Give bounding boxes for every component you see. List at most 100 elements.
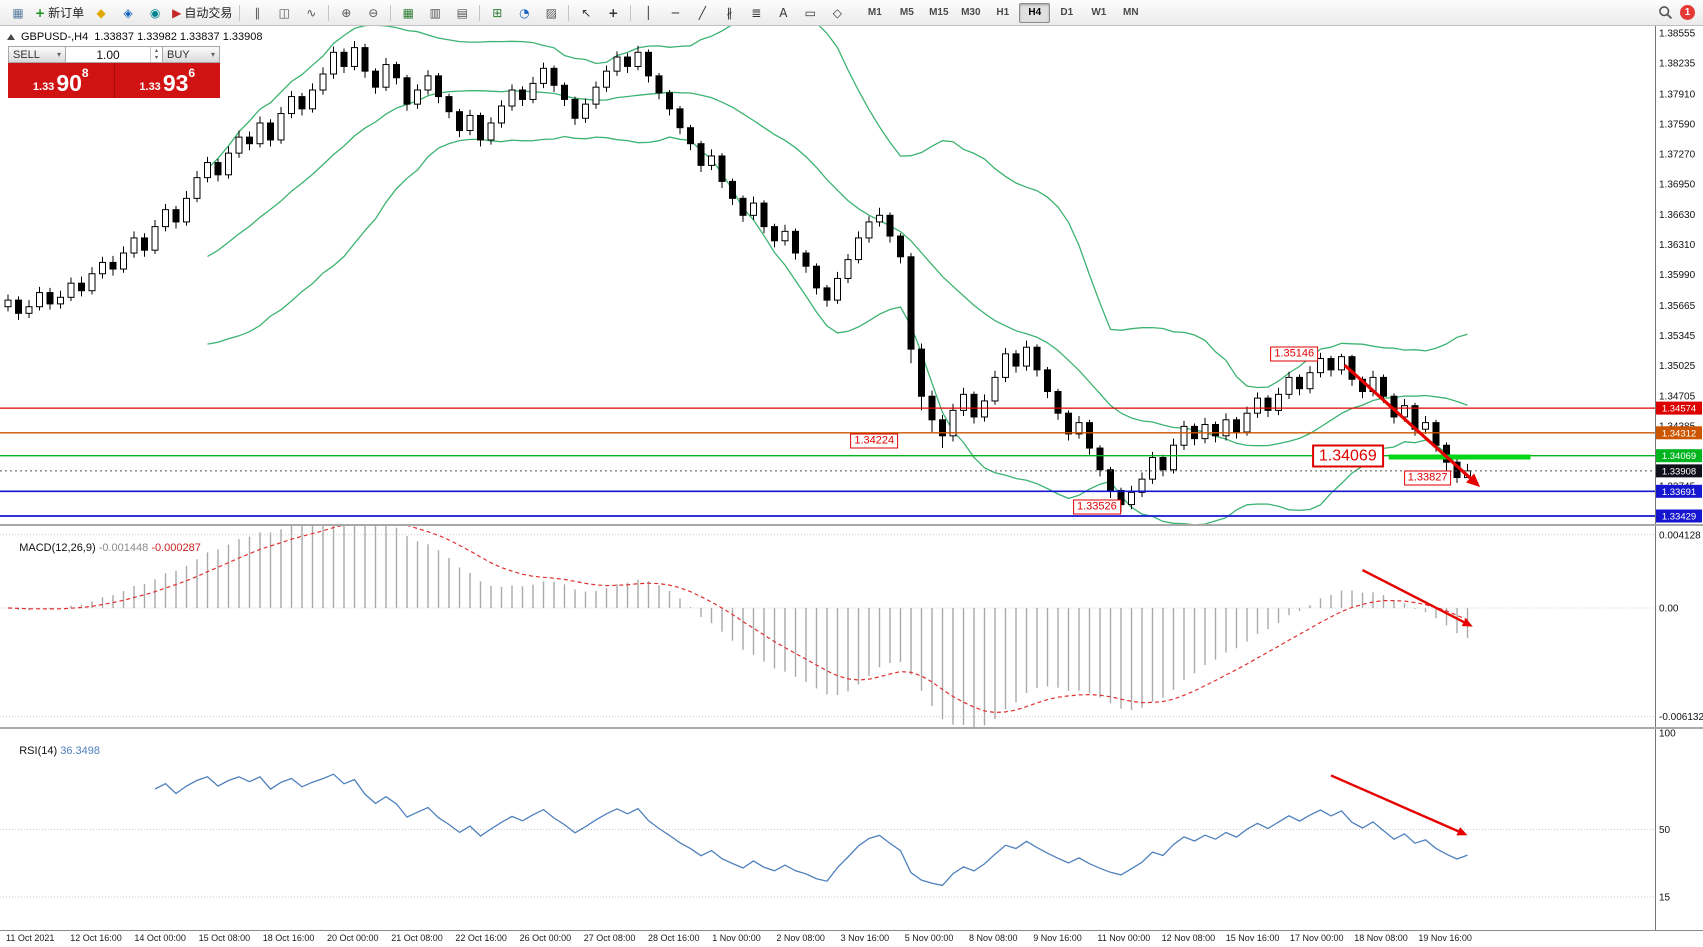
candle [1002, 353, 1009, 378]
candle [172, 209, 180, 223]
panel-separator[interactable] [0, 727, 1703, 729]
market-watch-icon-button[interactable]: ◆ [88, 3, 114, 23]
candle [67, 282, 75, 298]
indicators-icon-button[interactable]: ⊞ [484, 3, 510, 23]
candle [697, 143, 705, 166]
price-badge [1656, 509, 1702, 523]
fibonacci-icon-button[interactable]: ≣ [743, 3, 769, 23]
candle [487, 122, 495, 141]
label-icon-button[interactable]: ▭ [797, 3, 823, 23]
line-chart-icon-button[interactable]: ∿ [298, 3, 324, 23]
candle [1233, 419, 1240, 433]
line-chart-icon: ∿ [306, 5, 317, 20]
candle [823, 287, 831, 301]
new-chart-icon-button[interactable]: ▦ [5, 3, 31, 23]
horizontal-line-icon-button[interactable]: ─ [662, 3, 688, 23]
candle [582, 103, 589, 119]
candle [991, 376, 999, 402]
buy-label: BUY [167, 48, 190, 61]
price-badge-label: 1.33908 [1662, 466, 1696, 477]
channel-icon: ∦ [726, 5, 733, 20]
candlestick-chart-icon-button[interactable]: ◫ [271, 3, 297, 23]
candle [1432, 422, 1440, 446]
candle [1422, 422, 1429, 430]
price-tick-label: 1.36630 [1659, 210, 1696, 221]
chevron-down-icon: ▾ [210, 50, 215, 59]
bar-chart-icon-button[interactable]: ∥ [244, 3, 270, 23]
macd-label: MACD(12,26,9) [19, 542, 96, 554]
sell-dropdown-button[interactable]: SELL ▾ [8, 46, 66, 63]
candle [781, 230, 789, 242]
candle [414, 89, 421, 105]
sell-price-button[interactable]: 1.33 90 8 [8, 63, 114, 98]
macd-panel-canvas[interactable]: 0.004128 0.00 -0.006132 [0, 526, 1703, 727]
candle [918, 348, 925, 397]
navigator-icon-button[interactable]: ◈ [115, 3, 141, 23]
channel-icon-button[interactable]: ∦ [716, 3, 742, 23]
vertical-line-icon-button[interactable]: │ [635, 3, 661, 23]
candle [120, 252, 127, 270]
price-badge [1656, 401, 1702, 415]
macd-background [0, 526, 1703, 727]
candle [109, 261, 117, 270]
time-label: 9 Nov 16:00 [1033, 933, 1082, 943]
periods-icon-button[interactable]: ◔ [511, 3, 537, 23]
rsi-tick-label: 50 [1659, 825, 1671, 836]
timeframe-m5[interactable]: M5 [899, 7, 914, 18]
crosshair-icon-button[interactable]: + [600, 3, 626, 23]
timeframe-mn[interactable]: MN [1123, 7, 1139, 18]
tile-windows-icon-button[interactable]: ▦ [395, 3, 421, 23]
rsi-panel-canvas[interactable]: 100 50 15 [0, 729, 1703, 930]
timeframe-m30[interactable]: M30 [961, 7, 981, 18]
timeframe-m15[interactable]: M15 [929, 7, 949, 18]
stepper-down-icon[interactable]: ▾ [154, 54, 158, 61]
volume-stepper[interactable]: ▴ ▾ [150, 47, 162, 62]
buy-price-button[interactable]: 1.33 93 6 [113, 63, 220, 98]
arrange-windows-icon-button[interactable]: ▥ [422, 3, 448, 23]
panel-separator[interactable] [0, 524, 1703, 526]
time-axis[interactable]: 11 Oct 2021 12 Oct 16:00 14 Oct 00:00 15 Oc… [0, 930, 1703, 947]
candle [519, 89, 526, 100]
rsi-tick-label: 15 [1659, 893, 1671, 904]
trendline-icon-button[interactable]: ╱ [689, 3, 715, 23]
timeframe-h1[interactable]: H1 [996, 7, 1010, 18]
volume-input[interactable]: 1.00 ▴ ▾ [66, 46, 162, 63]
candle [1327, 358, 1335, 371]
candle [645, 51, 652, 77]
timeframe-d1[interactable]: D1 [1060, 7, 1074, 18]
text-icon-button[interactable]: A [770, 3, 796, 23]
zoom-in-icon-button[interactable]: ⊕ [333, 3, 359, 23]
candle [592, 86, 600, 105]
timeframe-w1[interactable]: W1 [1091, 7, 1107, 18]
auto-scroll-icon-button[interactable]: ▤ [449, 3, 475, 23]
notification-badge[interactable]: 1 [1680, 5, 1695, 20]
new-order-button[interactable]: + 新订单 [32, 3, 87, 23]
community-icon-button[interactable]: ◉ [142, 3, 168, 23]
timeframe-h4[interactable]: H4 [1019, 2, 1051, 23]
new-order-icon: + [35, 5, 46, 20]
buy-dropdown-button[interactable]: BUY ▾ [162, 46, 220, 63]
time-label: 5 Nov 00:00 [904, 933, 954, 943]
auto-trading-icon: ▶ [172, 5, 182, 20]
candle [624, 56, 631, 67]
cursor-icon-button[interactable]: ↖ [573, 3, 599, 23]
template-icon-button[interactable]: ▨ [538, 3, 564, 23]
stepper-up-icon[interactable]: ▴ [154, 47, 158, 54]
search-icon[interactable] [1658, 5, 1673, 20]
candle [771, 226, 778, 242]
auto-trading-button[interactable]: ▶ 自动交易 [169, 3, 235, 23]
candle [1023, 346, 1030, 367]
zoom-in-icon: ⊕ [341, 5, 352, 20]
shapes-icon-button[interactable]: ◇ [824, 3, 850, 23]
macd-tick-label: 0.004128 [1659, 530, 1701, 541]
main-chart-canvas[interactable]: 1.38555 1.38235 1.37910 1.37590 1.37270 1.369… [0, 26, 1703, 524]
bar-chart-icon: ∥ [254, 5, 261, 20]
timeframe-m1[interactable]: M1 [867, 7, 882, 18]
zoom-out-icon-button[interactable]: ⊖ [360, 3, 386, 23]
price-tick-label: 1.38235 [1659, 59, 1696, 70]
toolbar-separator [630, 4, 632, 21]
candle [739, 197, 747, 216]
time-label: 19 Nov 16:00 [1418, 933, 1472, 943]
candle [1159, 456, 1167, 471]
